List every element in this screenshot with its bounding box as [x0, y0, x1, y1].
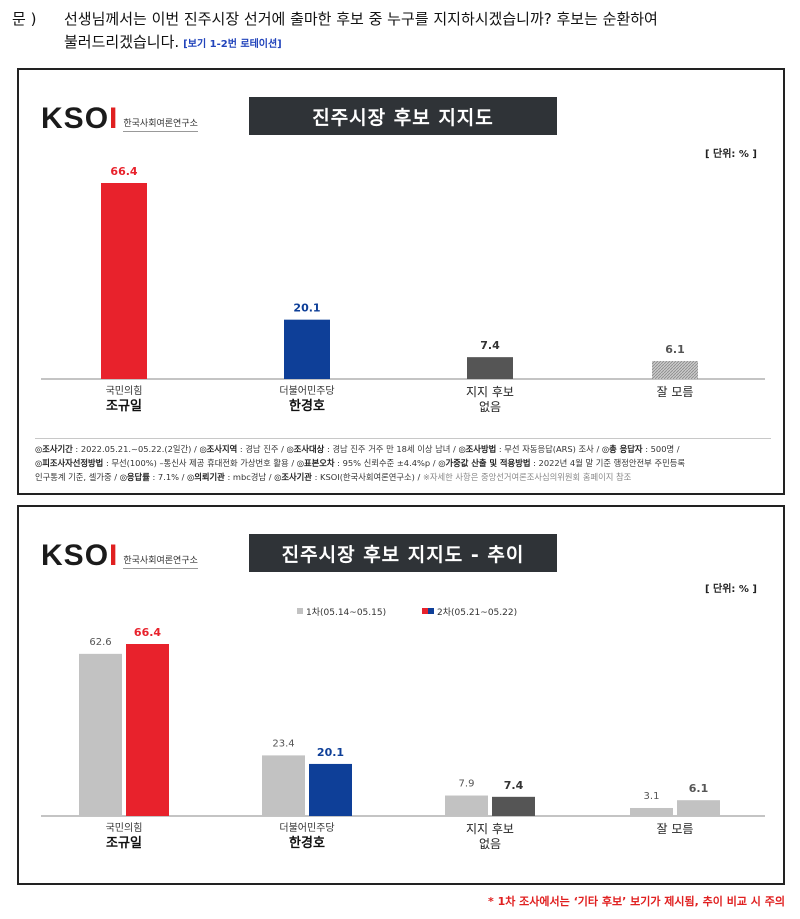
data-label-series-1: 7.9 — [459, 779, 475, 790]
question-text: 선생님께서는 이번 진주시장 선거에 출마한 후보 중 누구를 지지하시겠습니까… — [64, 8, 782, 56]
question-line-2: 불러드리겠습니다. — [64, 33, 180, 51]
bar-series-2 — [677, 800, 720, 816]
bar — [467, 357, 513, 379]
category-name-label: 조규일 — [106, 399, 142, 414]
data-label-series-2: 6.1 — [689, 782, 709, 795]
source-line-1: ◎조사기간 : 2022.05.21.~05.22.(2일간) / ◎조사지역 … — [35, 444, 680, 454]
data-label: 20.1 — [293, 302, 320, 315]
logo-mark: KSOI — [41, 539, 119, 572]
source-line-3: 인구통계 기준, 셀가중 / ◎응답률 : 7.1% / ◎의뢰기관 : mbc… — [35, 472, 632, 482]
ksoi-logo: KSOI 한국사회여론연구소 — [41, 539, 198, 572]
category-name-label: 한경호 — [289, 398, 325, 414]
legend-label-series-1: 1차(05.14~05.15) — [306, 606, 386, 618]
survey-source-info: ◎조사기간 : 2022.05.21.~05.22.(2일간) / ◎조사지역 … — [35, 438, 771, 484]
unit-label: [ 단위: % ] — [704, 149, 757, 160]
bar-series-1 — [630, 807, 673, 816]
bar-series-1 — [262, 755, 305, 816]
data-label: 7.4 — [480, 339, 500, 352]
category-party-label: 국민의힘 — [106, 822, 143, 834]
data-label: 66.4 — [110, 165, 137, 178]
category-name-label: 한경호 — [289, 835, 325, 851]
survey-question: 문 ) 선생님께서는 이번 진주시장 선거에 출마한 후보 중 누구를 지지하시… — [12, 8, 782, 56]
category-party-label: 더불어민주당 — [279, 822, 334, 834]
question-line-1: 선생님께서는 이번 진주시장 선거에 출마한 후보 중 누구를 지지하시겠습니까… — [64, 10, 658, 28]
category-name-label: 잘 모름 — [657, 385, 694, 399]
bar-series-2 — [492, 796, 535, 816]
data-label-series-1: 3.1 — [644, 791, 660, 802]
bar-series-1 — [445, 795, 488, 816]
trend-support-chart: 1차(05.14~05.15) 2차(05.21~05.22) 62.6 66.4 23… — [41, 606, 765, 851]
data-label-series-1: 23.4 — [272, 738, 294, 749]
data-label-series-1: 62.6 — [89, 637, 111, 648]
ksoi-logo: KSOI 한국사회여론연구소 — [41, 102, 198, 135]
category-name-label: 없음 — [479, 837, 501, 851]
category-name-label: 지지 후보 — [466, 822, 514, 836]
logo-mark: KSOI — [41, 102, 119, 135]
question-label: 문 ) — [12, 10, 37, 28]
bar-series-1 — [79, 653, 122, 816]
unit-label: [ 단위: % ] — [704, 584, 757, 595]
logo-subtitle: 한국사회여론연구소 — [123, 116, 198, 132]
chart-title: 진주시장 후보 지지도 - 추이 — [249, 534, 557, 572]
bar — [101, 183, 147, 379]
data-label: 6.1 — [665, 343, 685, 356]
data-label-series-2: 66.4 — [134, 626, 161, 639]
logo-subtitle: 한국사회여론연구소 — [123, 553, 198, 569]
current-support-panel: KSOI 한국사회여론연구소 진주시장 후보 지지도 [ 단위: % ] 66.… — [17, 68, 785, 495]
trend-support-panel: KSOI 한국사회여론연구소 진주시장 후보 지지도 - 추이 [ 단위: % … — [17, 505, 785, 885]
category-party-label: 국민의힘 — [106, 385, 143, 397]
category-name-label: 없음 — [479, 400, 501, 414]
footnote: * 1차 조사에서는 ‘기타 후보’ 보기가 제시됨, 추이 비교 시 주의 — [488, 895, 785, 908]
source-line-2: ◎피조사자선정방법 : 무선(100%) –통신사 제공 휴대전화 가상번호 활… — [35, 458, 685, 468]
bar-series-2 — [309, 763, 352, 816]
legend-swatch-series-2a — [422, 608, 428, 614]
bar — [284, 319, 330, 379]
legend-swatch-series-2b — [428, 608, 434, 614]
legend-label-series-2: 2차(05.21~05.22) — [437, 606, 517, 618]
data-label-series-2: 7.4 — [504, 779, 524, 792]
question-note: [보기 1-2번 로테이션] — [183, 39, 282, 50]
legend-swatch-series-1 — [297, 608, 303, 614]
category-name-label: 지지 후보 — [466, 385, 514, 399]
bar-series-2 — [126, 644, 169, 816]
category-party-label: 더불어민주당 — [279, 385, 334, 397]
chart-title: 진주시장 후보 지지도 — [249, 97, 557, 135]
bar — [652, 360, 698, 379]
category-name-label: 조규일 — [106, 836, 142, 851]
category-name-label: 잘 모름 — [657, 822, 694, 836]
data-label-series-2: 20.1 — [317, 746, 344, 759]
